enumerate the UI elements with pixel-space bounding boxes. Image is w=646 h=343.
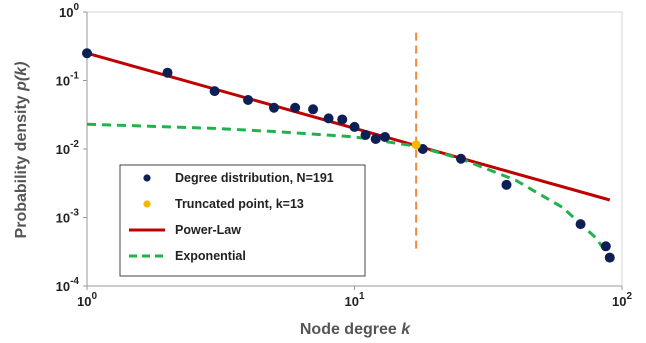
y-tick-label: 100 bbox=[59, 2, 79, 20]
degree-point bbox=[243, 94, 254, 105]
degree-point bbox=[337, 114, 348, 125]
degree-point bbox=[455, 153, 466, 164]
y-tick-label: 10-1 bbox=[56, 71, 80, 89]
degree-point bbox=[290, 102, 301, 113]
x-tick-labels: 100 101 102 bbox=[77, 286, 632, 309]
power-law-line bbox=[86, 51, 611, 202]
degree-point bbox=[604, 252, 615, 263]
degree-point bbox=[600, 241, 611, 252]
degree-point bbox=[501, 179, 512, 190]
x-axis-title: Node degree k bbox=[300, 321, 411, 338]
x-tick-label: 100 bbox=[77, 291, 97, 309]
x-tick-label: 101 bbox=[344, 291, 364, 309]
degree-point bbox=[209, 86, 220, 97]
legend-marker-truncated bbox=[143, 200, 151, 208]
truncated-point bbox=[411, 140, 421, 150]
legend-label-power-law: Power-Law bbox=[175, 223, 241, 237]
degree-point bbox=[268, 102, 279, 113]
degree-point bbox=[379, 131, 390, 142]
legend-label-degree: Degree distribution, N=191 bbox=[175, 171, 334, 185]
degree-point bbox=[349, 121, 360, 132]
y-axis-title: Probability density p(k) bbox=[13, 62, 30, 239]
y-tick-label: 10-4 bbox=[56, 276, 80, 294]
points-layer bbox=[82, 48, 615, 263]
legend-label-exponential: Exponential bbox=[175, 249, 246, 263]
legend: Degree distribution, N=191 Truncated poi… bbox=[119, 164, 366, 277]
legend-marker-degree bbox=[143, 174, 151, 182]
x-tick-label: 102 bbox=[612, 291, 632, 309]
degree-point bbox=[162, 67, 173, 78]
degree-point bbox=[575, 219, 586, 230]
degree-point bbox=[370, 133, 381, 144]
legend-label-truncated: Truncated point, k=13 bbox=[175, 197, 304, 211]
degree-point bbox=[82, 48, 92, 59]
degree-point bbox=[323, 113, 334, 124]
degree-point bbox=[360, 130, 371, 141]
y-tick-label: 10-3 bbox=[56, 208, 80, 226]
degree-point bbox=[308, 104, 319, 115]
y-tick-labels: 100 10-1 10-2 10-3 10-4 bbox=[56, 2, 87, 294]
y-tick-label: 10-2 bbox=[56, 139, 80, 157]
